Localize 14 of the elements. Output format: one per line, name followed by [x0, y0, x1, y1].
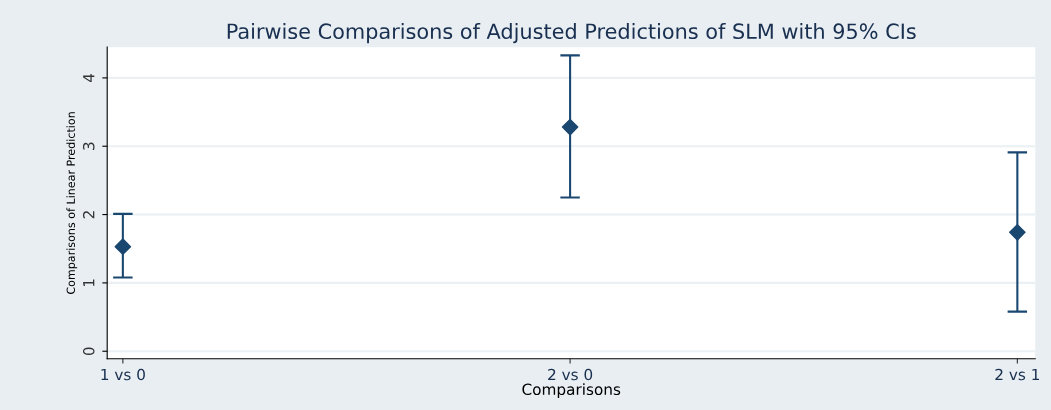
x-axis-title: Comparisons: [522, 383, 621, 399]
point: [114, 238, 132, 255]
point: [1009, 224, 1026, 241]
x-tick-label: 2 vs 0: [548, 368, 593, 381]
y-tick-label: 3: [82, 142, 95, 150]
y-tick-label: 4: [83, 73, 95, 83]
point: [561, 118, 579, 136]
y-tick-label: 2: [82, 211, 95, 219]
y-tick-label: 1: [83, 279, 95, 287]
y-tick-label: 0: [82, 347, 95, 356]
chart-title: Pairwise Comparisons of Adjusted Predictions of SLM with 95% CIs: [227, 22, 916, 44]
x-tick-label: 2 vs 1: [995, 368, 1040, 381]
x-tick-label: 1 vs 0: [101, 368, 145, 381]
y-axis-title: Comparisons of Linear Prediction: [66, 112, 78, 294]
